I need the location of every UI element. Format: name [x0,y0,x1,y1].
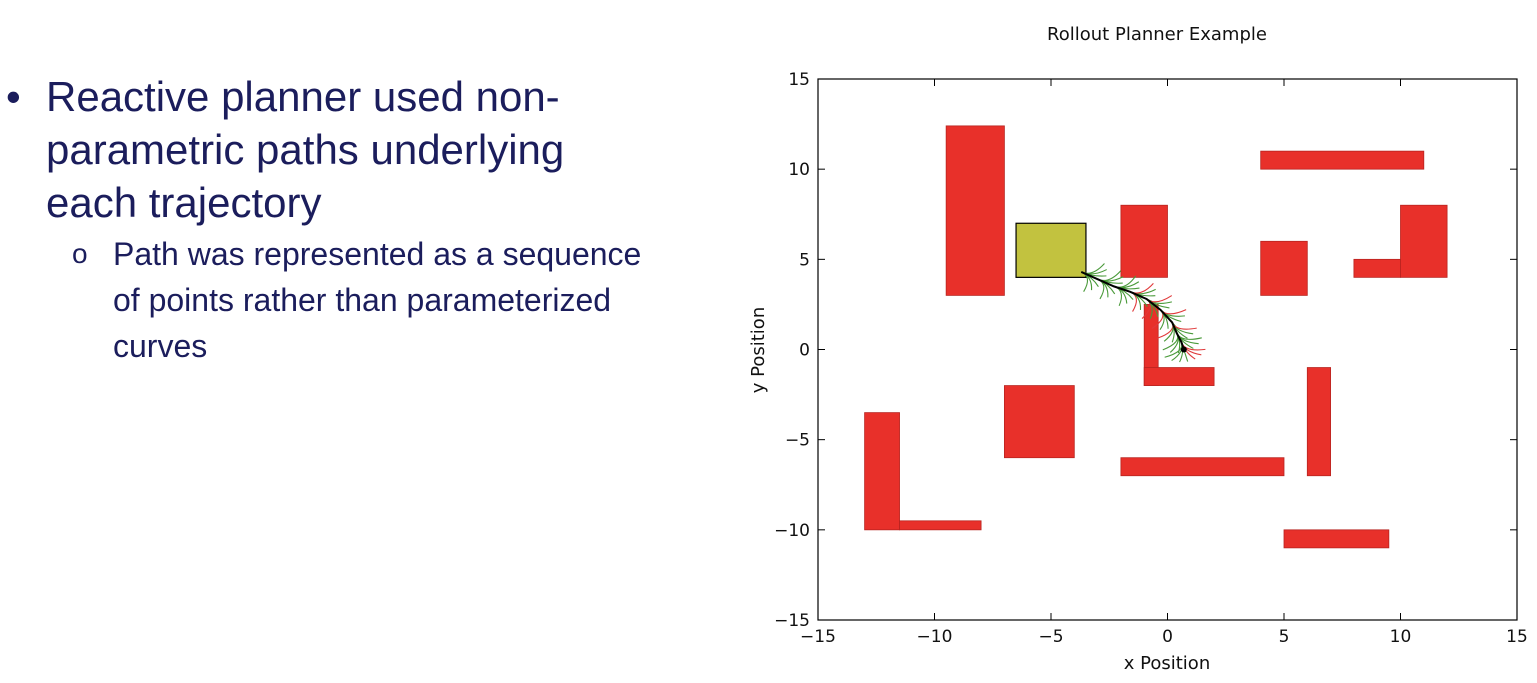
path-layer [1080,271,1187,353]
x-tick-label: 0 [1162,627,1173,647]
obstacle-8 [1143,367,1215,386]
x-tick-label: −10 [917,627,953,647]
obstacle-2 [1260,150,1425,170]
obstacle-10 [1003,385,1075,459]
y-tick-label: −5 [785,431,810,451]
obstacle-13 [899,520,982,531]
y-tick-label: 5 [799,250,810,270]
bullet-marker: • [6,73,21,120]
obstacle-9 [1306,367,1331,477]
y-tick-label: −10 [774,521,810,541]
obstacle-5 [1400,204,1448,278]
sub-bullet: o Path was represented as a sequence of … [0,231,653,369]
y-tick-label: 0 [799,341,810,361]
rollout-curve [1163,322,1174,342]
obstacle-12 [864,412,900,531]
obstacle-3 [1120,204,1168,278]
path-endpoint [1180,346,1187,353]
sub-bullet-text: Path was represented as a sequence of po… [113,236,642,364]
obstacle-11 [1120,457,1285,477]
start-region-layer [1015,222,1087,278]
x-axis-title: x Position [1124,653,1210,674]
x-tick-label: 5 [1279,627,1290,647]
slide-text: • Reactive planner used non-parametric p… [0,70,720,369]
main-bullet-text: Reactive planner used non-parametric pat… [46,73,565,226]
y-tick-label: 10 [788,160,810,180]
rollout-planner-chart: Rollout Planner Example −15 −10 −5 0 5 10 15−1… [748,24,1528,674]
y-tick-label: −15 [774,611,810,631]
obstacle-1 [945,125,1005,296]
chart-title: Rollout Planner Example [1047,24,1267,45]
main-bullet: • Reactive planner used non-parametric p… [0,70,656,229]
obstacle-6 [1353,258,1401,278]
x-tick-label: 10 [1390,627,1412,647]
obstacle-14 [1283,529,1390,549]
obstacle-4 [1260,240,1308,296]
start-region [1015,222,1087,278]
rollout-curve [1156,322,1174,339]
planned-path [1080,271,1185,350]
obstacles-layer [864,125,1448,549]
x-tick-label: −5 [1038,627,1063,647]
x-tick-label: 15 [1506,627,1528,647]
y-tick-label: 15 [788,70,810,90]
ticks-layer: −15 −10 −5 0 5 10 15 −15 −10 −5 0 5 10 15 [774,70,1528,647]
sub-bullet-marker: o [72,238,88,269]
y-axis-title: y Position [748,307,769,393]
rollouts-layer [1081,263,1206,363]
x-tick-label: −15 [800,627,836,647]
